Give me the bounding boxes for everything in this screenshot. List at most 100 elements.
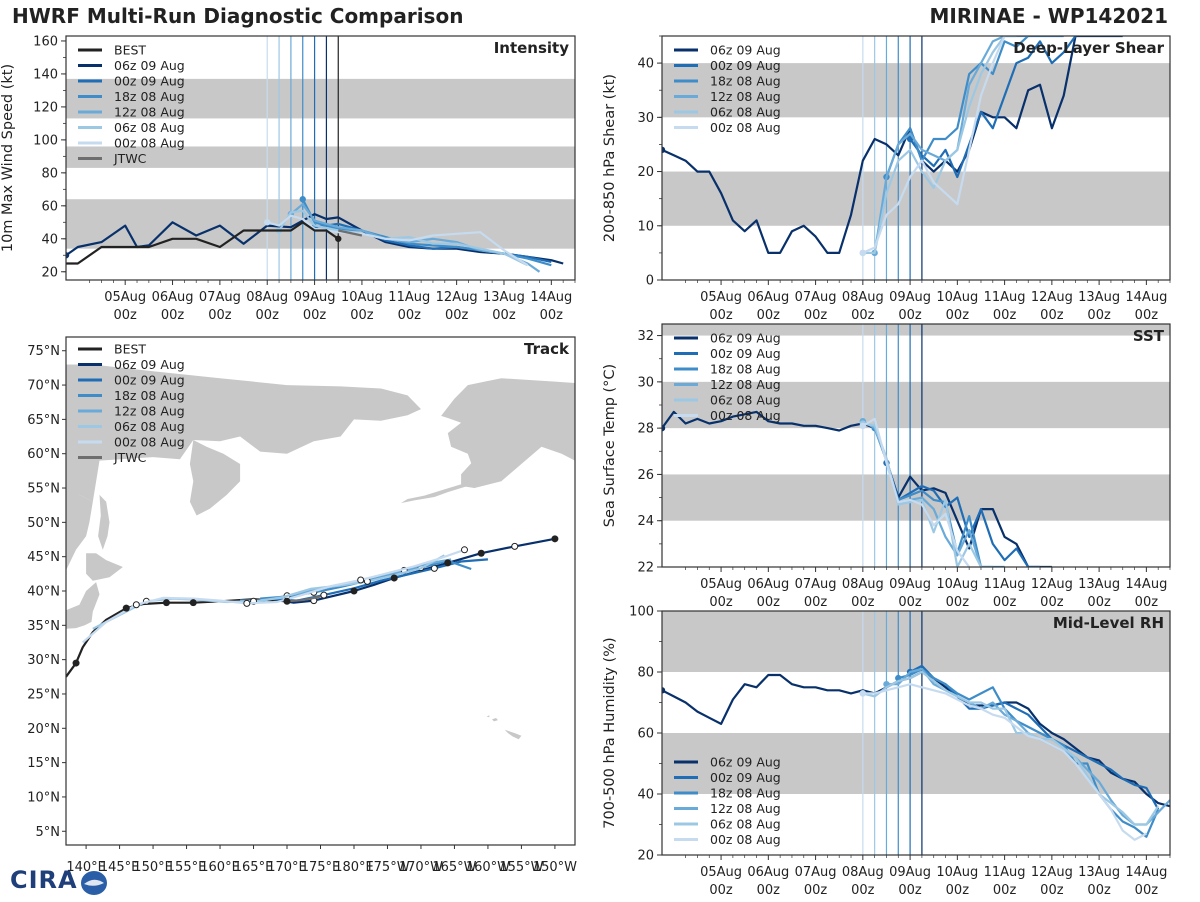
rh-x-tick-date: 10Aug xyxy=(936,865,978,880)
track-lon-tick-label: 180°E xyxy=(334,860,374,875)
intensity-legend-label: 00z 08 Aug xyxy=(114,136,185,151)
intensity-x-tick-hour: 00z xyxy=(303,308,327,323)
track-lon-tick-label: 165°W xyxy=(432,860,476,875)
sst-frame xyxy=(661,323,1171,568)
shear-y-tick-label: 0 xyxy=(646,274,654,289)
track-legend-label: 00z 09 Aug xyxy=(114,373,185,388)
shear-series-start-marker xyxy=(859,249,867,257)
sst-plot-area xyxy=(662,324,1170,567)
rh-series-line xyxy=(898,667,1160,838)
sst-legend-label: 18z 08 Aug xyxy=(710,362,781,377)
sst-legend-label: 06z 08 Aug xyxy=(710,393,781,408)
shear-x-tick-date: 10Aug xyxy=(936,290,978,305)
rh-y-tick-label: 40 xyxy=(637,788,654,803)
track-lon-tick-label: 175°E xyxy=(301,860,341,875)
shear-x-tick-date: 09Aug xyxy=(889,290,931,305)
shear-y-tick-label: 40 xyxy=(637,57,654,72)
sst-x-tick-date: 11Aug xyxy=(984,577,1026,592)
sst-x-tick-hour: 00z xyxy=(898,595,922,610)
hawaii-small-1 xyxy=(492,718,498,722)
track-legend-label: 18z 08 Aug xyxy=(114,388,185,403)
rh-series-line xyxy=(862,683,1147,841)
rh-x-tick-date: 12Aug xyxy=(1031,865,1073,880)
rh-x-tick-date: 07Aug xyxy=(795,865,837,880)
rh-x-tick-hour: 00z xyxy=(757,883,781,898)
rh-x-tick-hour: 00z xyxy=(709,883,733,898)
logo-swirl-icon xyxy=(84,879,104,886)
hokkaido-land xyxy=(86,553,123,581)
sst-x-tick-hour: 00z xyxy=(1135,595,1159,610)
rh-y-tick-label: 20 xyxy=(637,849,654,864)
intensity-x-tick-date: 09Aug xyxy=(294,290,336,305)
track-legend-label: 12z 08 Aug xyxy=(114,404,185,419)
intensity-x-tick-hour: 00z xyxy=(540,308,564,323)
intensity-frame xyxy=(65,35,576,281)
rh-x-tick-date: 05Aug xyxy=(700,865,742,880)
intensity-x-tick-date: 06Aug xyxy=(152,290,194,305)
intensity-x-tick-date: 07Aug xyxy=(199,290,241,305)
rh-x-tick-hour: 00z xyxy=(804,883,828,898)
intensity-legend-label: 00z 09 Aug xyxy=(114,74,185,89)
sst-panel: 22 24 26 28 30 32 05Aug 00z 06Aug 00z 07Aug 00z 08Au… xyxy=(602,323,1171,610)
track-lat-tick-label: 30°N xyxy=(27,653,60,668)
rh-x-tick-hour: 00z xyxy=(898,883,922,898)
intensity-x-tick-hour: 00z xyxy=(398,308,422,323)
sst-shaded-band xyxy=(662,324,1170,336)
intensity-x-tick-date: 13Aug xyxy=(483,290,525,305)
intensity-x-tick-hour: 00z xyxy=(113,308,137,323)
track-best-daily-marker xyxy=(162,599,170,607)
sst-series-line xyxy=(885,462,1040,567)
rh-x-tick-hour: 00z xyxy=(851,883,875,898)
track-panel-title: Track xyxy=(524,340,570,358)
track-lon-tick-label: 175°W xyxy=(365,860,409,875)
sst-series-line xyxy=(662,410,1052,567)
rh-y-tick-label: 80 xyxy=(637,666,654,681)
shear-legend-label: 06z 09 Aug xyxy=(710,43,781,58)
intensity-x-tick-hour: 00z xyxy=(445,308,469,323)
track-lon-tick-label: 150°W xyxy=(533,860,577,875)
rh-series-start-marker xyxy=(859,690,867,697)
rh-panel: 20 40 60 80 100 05Aug 00z 06Aug 00z 07Aug 00z 08Aug… xyxy=(602,605,1171,898)
logo-text: CIRA xyxy=(10,866,78,894)
kamchatka-land xyxy=(189,440,241,516)
track-best-daily-marker xyxy=(350,587,358,595)
intensity-y-tick-label: 60 xyxy=(41,199,58,214)
intensity-x-tick-date: 11Aug xyxy=(388,290,430,305)
sst-legend-label: 06z 09 Aug xyxy=(710,331,781,346)
sst-x-tick-date: 12Aug xyxy=(1031,577,1073,592)
alaska-land xyxy=(441,378,575,488)
track-legend-label: 06z 08 Aug xyxy=(114,419,185,434)
shear-panel: 0 10 20 30 40 05Aug 00z 06Aug 00z 07Aug 00z 08Aug 00… xyxy=(602,35,1171,323)
shear-legend-label: 18z 08 Aug xyxy=(710,74,781,89)
shear-x-tick-date: 14Aug xyxy=(1125,290,1167,305)
shear-x-tick-date: 13Aug xyxy=(1078,290,1120,305)
sst-x-tick-hour: 00z xyxy=(993,595,1017,610)
sst-x-tick-date: 07Aug xyxy=(795,577,837,592)
shear-x-tick-date: 11Aug xyxy=(984,290,1026,305)
cira-logo-mark xyxy=(81,871,107,895)
shear-y-tick-label: 30 xyxy=(637,111,654,126)
track-lat-tick-label: 35°N xyxy=(27,619,60,634)
intensity-plot-area xyxy=(66,36,575,280)
shear-plot-area xyxy=(662,36,1170,280)
intensity-x-tick-date: 10Aug xyxy=(341,290,383,305)
shear-series-line xyxy=(862,36,1006,254)
shear-x-tick-date: 07Aug xyxy=(795,290,837,305)
intensity-legend-label: 06z 08 Aug xyxy=(114,120,185,135)
track-track-daily-marker xyxy=(460,546,468,554)
track-panel: 5°N 10°N 15°N 20°N 25°N 30°N 35°N 40°N 45°N 50°N 5… xyxy=(27,336,577,875)
track-lat-tick-label: 40°N xyxy=(27,585,60,600)
track-lon-tick-label: 165°E xyxy=(234,860,274,875)
chukotka-russia-land xyxy=(66,364,421,502)
sst-y-tick-label: 28 xyxy=(637,422,654,437)
rh-x-tick-date: 09Aug xyxy=(889,865,931,880)
rh-shaded-band xyxy=(662,611,1170,672)
sst-x-tick-hour: 00z xyxy=(1087,595,1111,610)
shear-x-tick-hour: 00z xyxy=(898,308,922,323)
shear-x-tick-hour: 00z xyxy=(1040,308,1064,323)
cira-logo: CIRA xyxy=(4,866,108,898)
rh-y-axis-label: 700-500 hPa Humidity (%) xyxy=(602,637,618,828)
shear-x-tick-hour: 00z xyxy=(993,308,1017,323)
track-best-daily-marker xyxy=(283,597,291,605)
intensity-y-tick-label: 140 xyxy=(33,67,58,82)
